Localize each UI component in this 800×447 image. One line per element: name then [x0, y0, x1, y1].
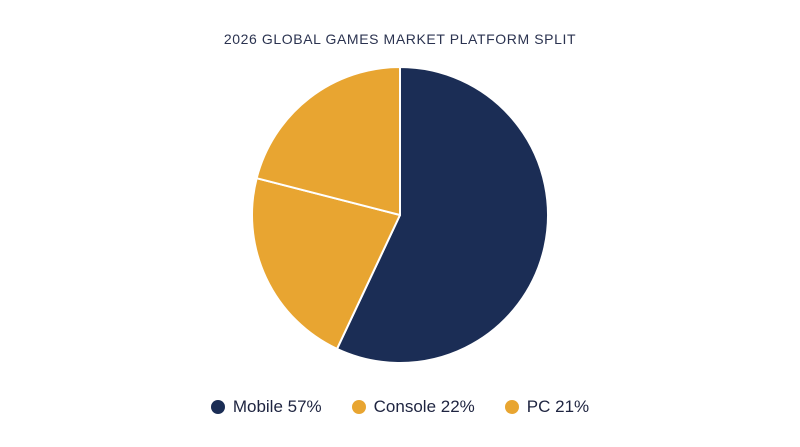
pie-slice-mobile [335, 66, 549, 364]
legend-swatch-mobile [210, 400, 225, 414]
legend-item-pc: PC 21% [504, 397, 590, 417]
legend-swatch-pc [504, 400, 519, 414]
chart-title: 2026 GLOBAL GAMES MARKET PLATFORM SPLIT [223, 31, 577, 47]
pie-slice-pc [255, 66, 401, 216]
legend-item-console: Console 22% [351, 397, 475, 417]
legend-item-mobile: Mobile 57% [210, 397, 322, 417]
pie-slice-console [251, 177, 401, 350]
legend-label-console: Console 22% [373, 397, 475, 416]
pie-slices [251, 66, 549, 364]
legend-label-pc: PC 21% [526, 397, 590, 416]
legend-label-mobile: Mobile 57% [232, 397, 322, 416]
legend-swatch-console [351, 400, 366, 414]
legend: Mobile 57% Console 22% PC 21% [0, 397, 800, 417]
